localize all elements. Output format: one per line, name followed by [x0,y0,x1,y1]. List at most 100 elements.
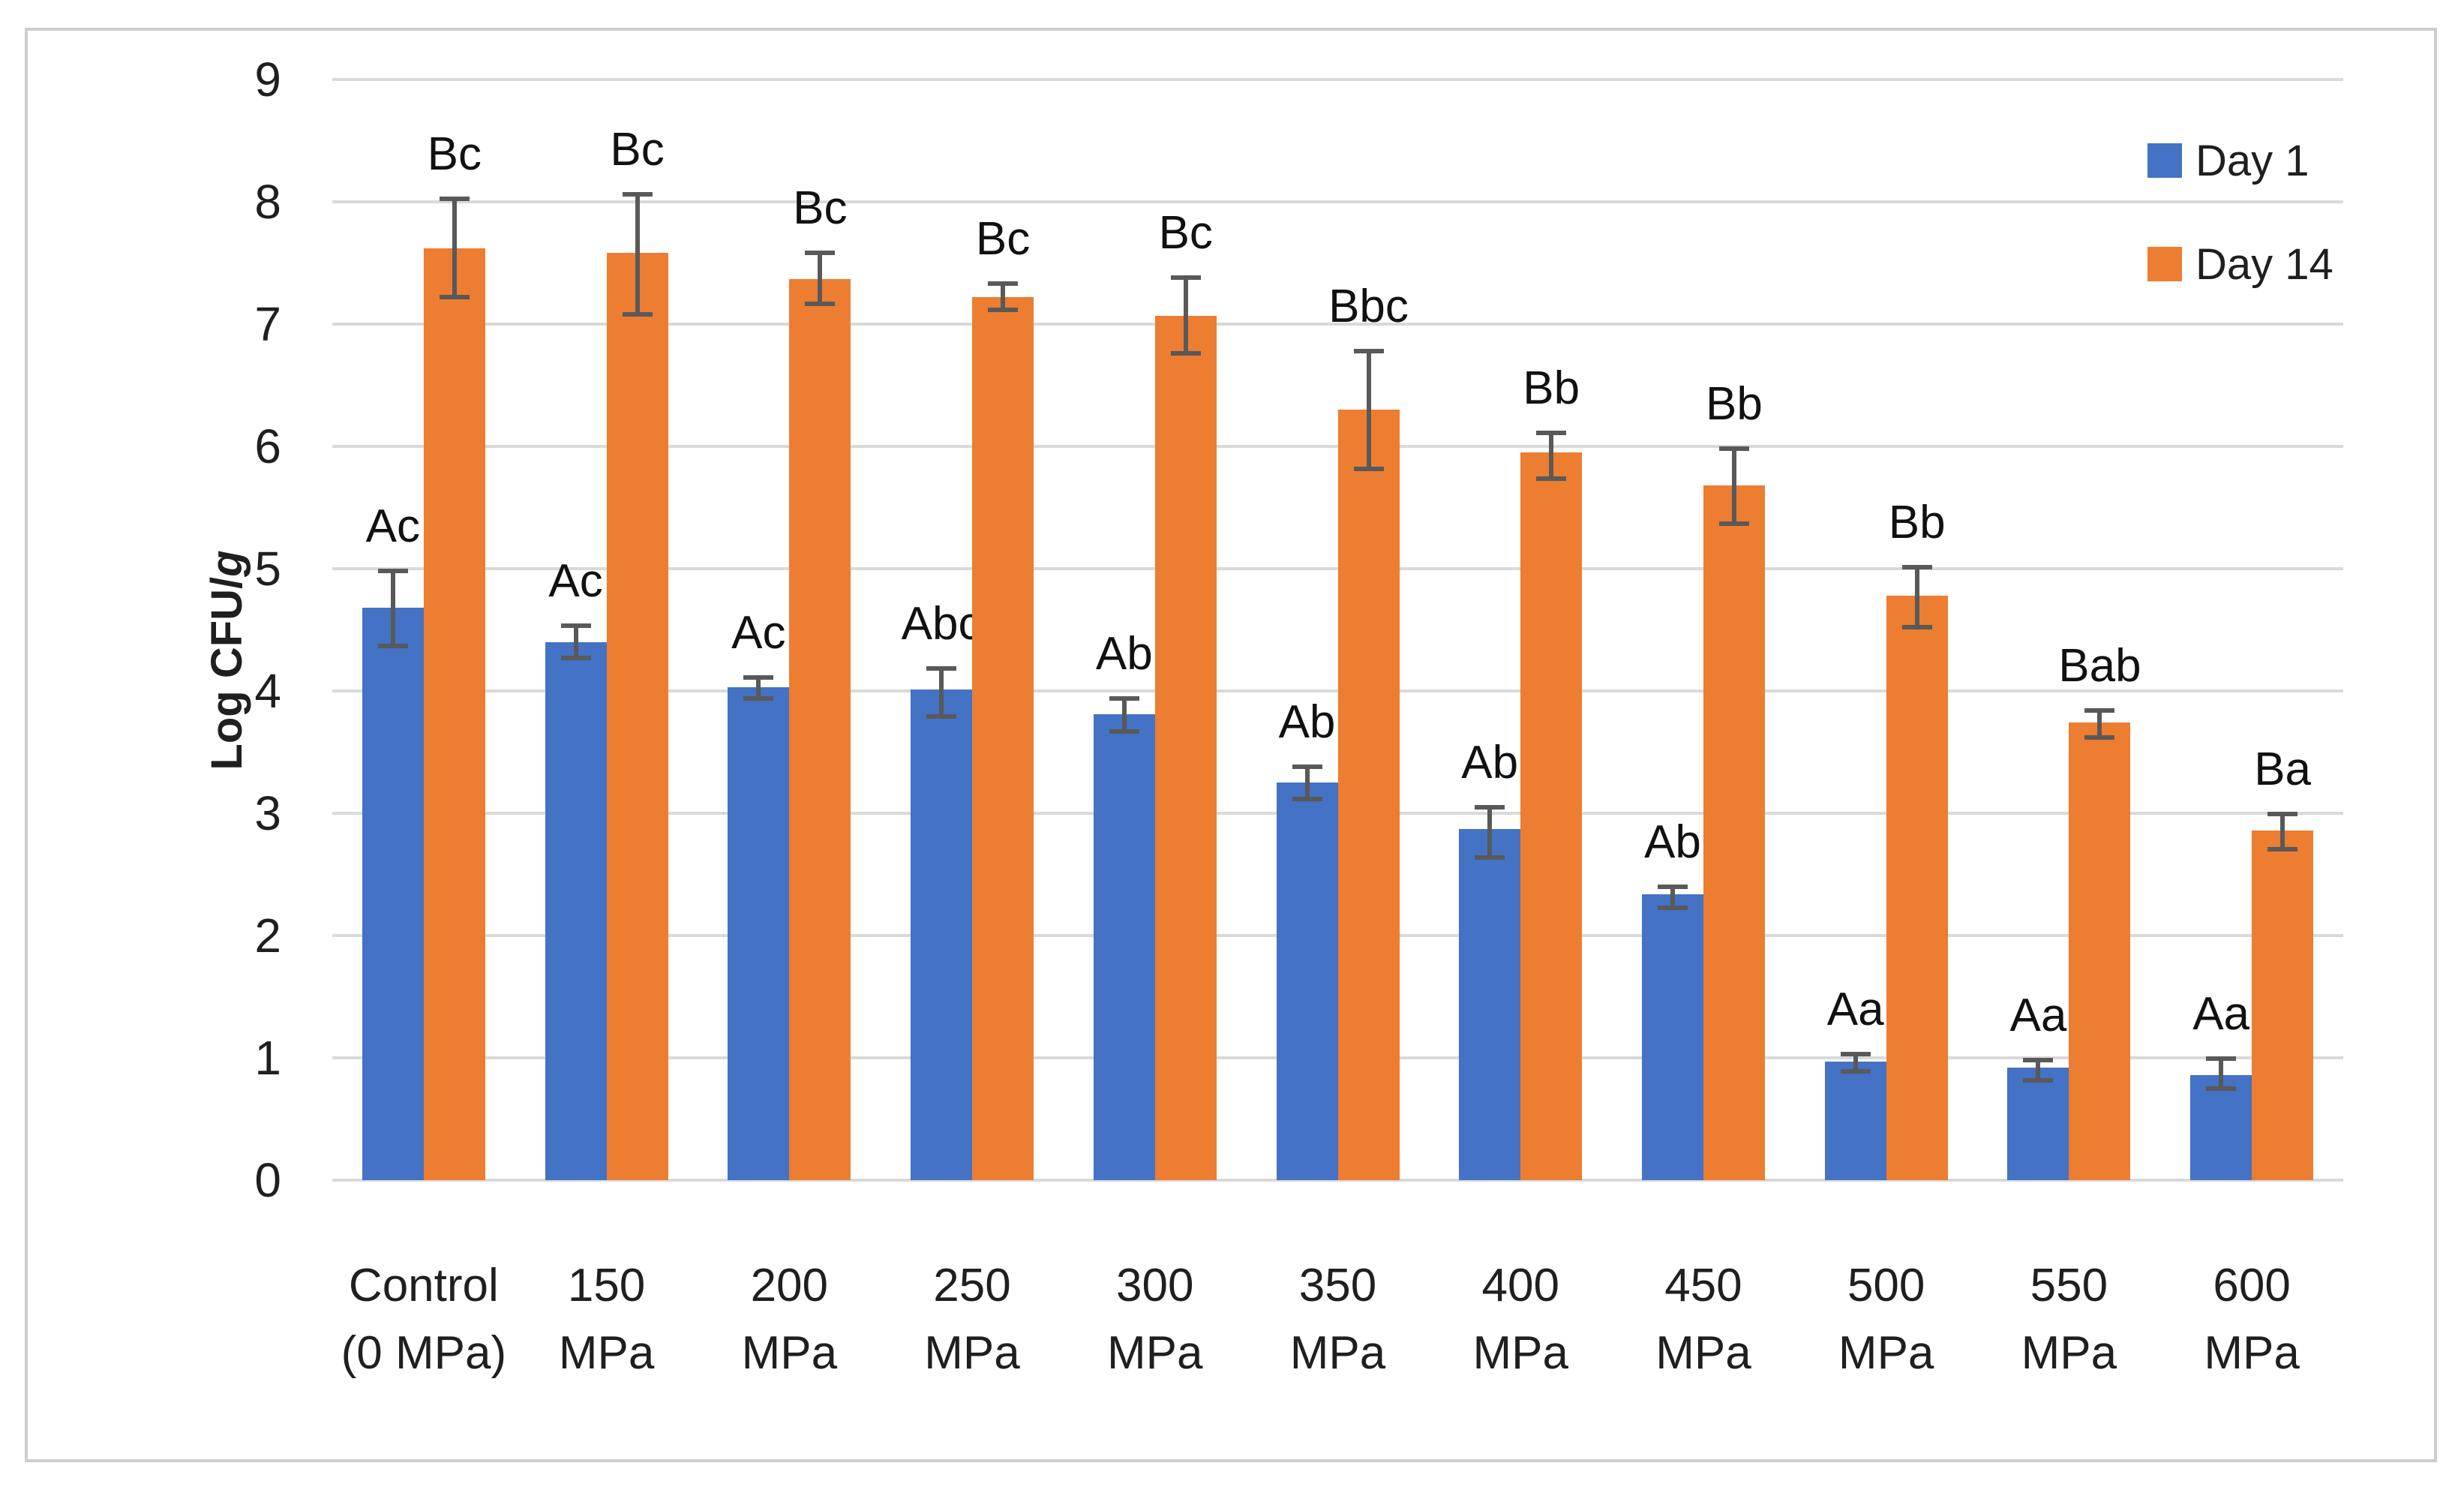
x-label-200: 200 MPa [698,1252,881,1387]
significance-letter-day1-200: Ac [731,606,786,659]
error-bar-line [390,569,395,648]
error-bar-day1-200 [743,674,774,701]
error-bar-line [1001,281,1006,312]
bar-day1-450 [1641,894,1703,1180]
error-bar-cap-bottom [439,295,470,300]
x-label-line2: MPa [2204,1327,2300,1379]
y-tick-label-8: 8 [254,175,281,229]
y-tick-label-6: 6 [254,419,281,473]
error-bar-cap-bottom [1657,905,1688,910]
x-label-450: 450 MPa [1612,1252,1795,1387]
bar-day14-200 [789,278,851,1180]
x-label-150: 150 MPa [515,1252,698,1387]
error-bar-line [1183,275,1188,356]
error-bar-day1-600 [2206,1056,2237,1091]
x-label-line2: MPa [741,1327,838,1379]
error-bar-cap-bottom [622,312,653,317]
error-bar-cap-top [988,281,1019,286]
significance-letter-day14-600: Ba [2254,743,2312,796]
error-bar-cap-bottom [805,301,836,306]
error-bar-day1-450 [1657,884,1688,910]
significance-letter-day1-control: Ac [365,500,421,552]
legend-swatch-day1 [2147,143,2182,178]
legend-label-day14: Day 14 [2195,239,2333,289]
error-bar-cap-bottom [2084,735,2115,740]
error-bar-cap-bottom [1901,625,1932,630]
error-bar-line [2219,1056,2224,1091]
bar-day14-250 [972,297,1034,1180]
error-bar-day14-450 [1718,446,1749,526]
error-bar-cap-top [805,251,836,256]
error-bar-line [1487,804,1493,860]
error-bar-cap-bottom [1718,521,1749,526]
x-label-350: 350 MPa [1247,1252,1430,1387]
error-bar-cap-top [1109,695,1139,701]
error-bar-cap-top [2267,812,2298,817]
error-bar-line [635,191,640,317]
bar-day14-300 [1154,315,1217,1180]
legend-item-day1: Day 1 [2147,137,2309,185]
error-bar-day14-control [439,197,470,300]
x-label-line1: 200 [750,1260,829,1311]
bar-day1-400 [1459,829,1521,1180]
error-bar-cap-top [377,569,408,573]
bar-day14-control [423,248,485,1180]
error-bar-line [1853,1051,1858,1074]
error-bar-line [1121,695,1127,734]
significance-letter-day14-550: Bab [2058,639,2141,692]
error-bar-cap-bottom [1840,1069,1871,1074]
error-bar-line [1549,430,1554,481]
error-bar-cap-bottom [1475,855,1505,860]
x-label-line2: MPa [1289,1327,1386,1379]
x-label-line2: MPa [558,1327,655,1379]
error-bar-cap-top [1718,446,1749,451]
error-bar-cap-top [926,666,957,671]
error-bar-cap-top [1657,884,1688,889]
error-bar-cap-top [1840,1051,1871,1056]
significance-letter-day1-550: Aa [2009,990,2067,1041]
error-bar-cap-bottom [1536,476,1567,481]
significance-letter-day14-250: Bc [975,212,1031,265]
error-bar-cap-bottom [560,656,591,661]
error-bar-day1-400 [1475,804,1505,860]
error-bar-day1-350 [1292,764,1322,801]
error-bar-cap-bottom [1109,729,1139,734]
error-bar-day14-600 [2267,812,2298,852]
error-bar-day14-500 [1901,565,1932,630]
error-bar-line [1914,565,1919,630]
x-label-line1: 450 [1664,1260,1742,1311]
x-label-250: 250 MPa [881,1252,1064,1387]
y-tick-label-0: 0 [254,1153,281,1207]
y-tick-label-4: 4 [254,664,281,718]
error-bar-day14-150 [622,191,653,317]
error-bar-cap-top [1353,348,1384,353]
significance-letter-day1-300: Ab [1095,627,1153,680]
significance-letter-day14-control: Bc [427,128,482,181]
legend-swatch-day14 [2147,247,2182,281]
error-bar-day1-300 [1109,695,1139,734]
error-bar-cap-top [622,191,653,197]
error-bar-day14-300 [1170,275,1201,356]
bar-day1-300 [1093,713,1155,1180]
significance-letter-day1-450: Ab [1644,816,1701,868]
significance-letter-day1-150: Ac [548,555,603,608]
x-label-line2: MPa [1655,1327,1751,1379]
error-bar-cap-bottom [1292,796,1322,801]
x-label-line1: 500 [1847,1260,1925,1311]
error-bar-line [756,674,761,701]
error-bar-day14-350 [1353,348,1384,471]
bar-day1-control [362,608,424,1180]
legend-item-day14: Day 14 [2147,240,2333,289]
error-bar-cap-bottom [743,696,774,701]
bar-day1-550 [2007,1068,2069,1180]
legend-label-day1: Day 1 [2195,136,2309,185]
x-label-400: 400 MPa [1429,1252,1612,1387]
x-label-line2: MPa [1107,1327,1203,1379]
bar-day1-600 [2190,1074,2252,1180]
x-label-500: 500 MPa [1795,1252,1978,1387]
error-bar-cap-top [1536,430,1567,435]
x-label-line1: 600 [2213,1260,2291,1311]
error-bar-cap-top [439,197,470,202]
significance-letter-day14-400: Bb [1523,362,1580,414]
error-bar-day14-550 [2084,707,2115,740]
